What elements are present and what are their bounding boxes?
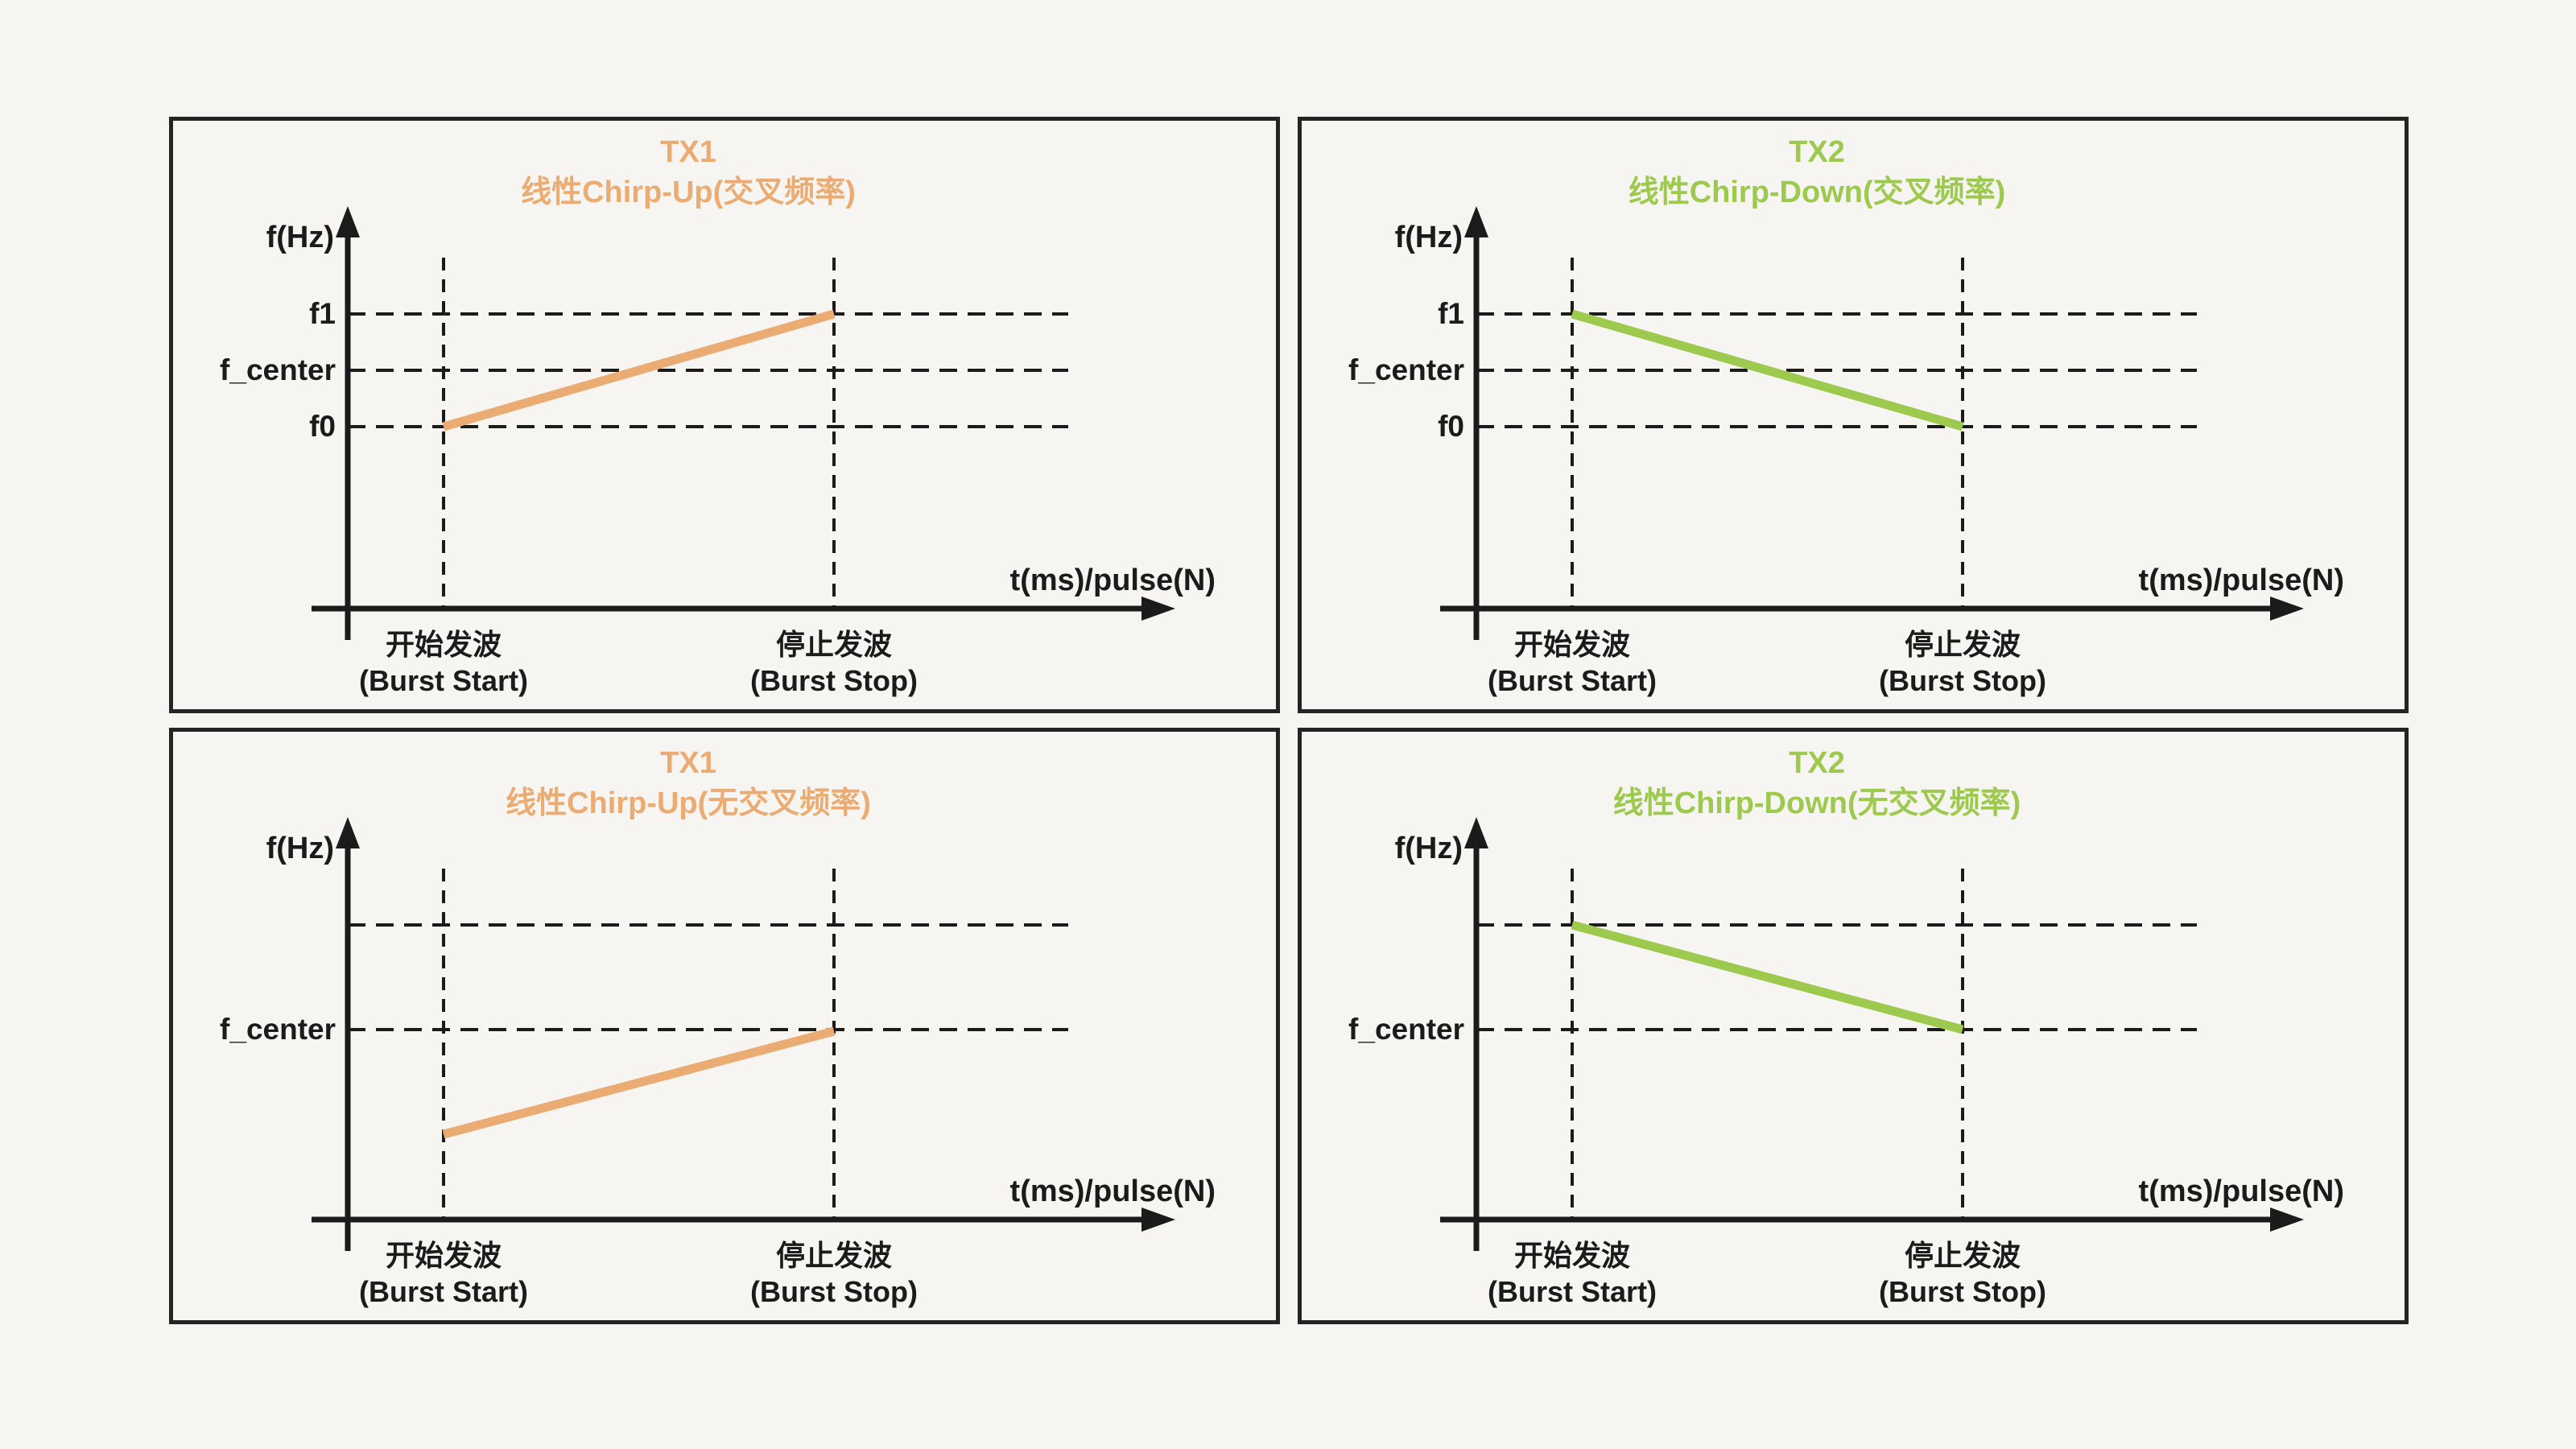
panel-subtitle: 线性Chirp-Up(交叉频率): [521, 175, 856, 209]
x-tick-burst-stop-zh: 停止发波: [775, 1239, 892, 1272]
y-axis-label: f(Hz): [1394, 832, 1463, 865]
x-axis-arrowhead-icon: [1141, 597, 1175, 621]
y-tick-f0: f0: [1438, 410, 1464, 443]
y-tick-f1: f1: [309, 297, 336, 330]
plot-tx2-noncrossed: [1440, 817, 2304, 1251]
panel-title: TX1: [660, 135, 716, 169]
y-axis-label: f(Hz): [266, 832, 334, 865]
x-tick-burst-stop: 停止发波 (Burst Stop): [1785, 626, 2140, 699]
y-tick-f1: f1: [1438, 297, 1464, 330]
x-axis-arrowhead-icon: [2270, 1208, 2304, 1232]
plot-tx1-crossed: [312, 206, 1175, 640]
x-tick-burst-start-zh: 开始发波: [1513, 1239, 1630, 1272]
panel-title-block: TX1 线性Chirp-Up(交叉频率): [286, 132, 1091, 213]
panel-title-block: TX1 线性Chirp-Up(无交叉频率): [286, 743, 1091, 824]
y-axis-arrowhead-icon: [336, 206, 360, 237]
panel-tx1-crossed: TX1 线性Chirp-Up(交叉频率) f(Hz) f1 f_center f…: [169, 117, 1280, 713]
x-tick-burst-stop-zh: 停止发波: [1904, 1239, 2021, 1272]
y-axis-arrowhead-icon: [336, 817, 360, 848]
x-tick-burst-stop-zh: 停止发波: [775, 628, 892, 661]
x-tick-burst-start: 开始发波 (Burst Start): [266, 1237, 621, 1310]
x-tick-burst-stop-en: (Burst Stop): [750, 664, 918, 697]
x-tick-burst-stop: 停止发波 (Burst Stop): [657, 1237, 1011, 1310]
y-tick-f-center: f_center: [1348, 1013, 1464, 1046]
chirp-line: [1571, 309, 1964, 431]
x-tick-burst-stop-zh: 停止发波: [1904, 628, 2021, 661]
x-tick-burst-stop-en: (Burst Stop): [750, 1275, 918, 1308]
chirp-line: [1571, 920, 1964, 1034]
x-tick-burst-start-en: (Burst Start): [358, 1275, 528, 1308]
panel-tx1-noncrossed: TX1 线性Chirp-Up(无交叉频率) f(Hz) f_center 开始发…: [169, 728, 1280, 1324]
plot-tx1-noncrossed: [312, 817, 1175, 1251]
chirp-line: [442, 1026, 836, 1139]
panel-tx2-crossed: TX2 线性Chirp-Down(交叉频率) f(Hz) f1 f_center…: [1298, 117, 2409, 713]
x-tick-burst-start-zh: 开始发波: [1513, 628, 1630, 661]
panel-title: TX1: [660, 746, 716, 780]
x-axis-label: t(ms)/pulse(N): [1009, 1174, 1216, 1208]
x-tick-burst-start: 开始发波 (Burst Start): [266, 626, 621, 699]
x-axis-label: t(ms)/pulse(N): [1009, 564, 1216, 597]
y-axis-label: f(Hz): [1394, 221, 1463, 254]
y-tick-f-center: f_center: [220, 353, 336, 386]
chirp-line: [442, 309, 836, 431]
panel-subtitle: 线性Chirp-Down(无交叉频率): [1612, 786, 2021, 820]
x-axis-label: t(ms)/pulse(N): [2138, 564, 2344, 597]
x-tick-burst-stop-en: (Burst Stop): [1879, 664, 2046, 697]
x-tick-burst-start: 开始发波 (Burst Start): [1395, 1237, 1749, 1310]
y-tick-f0: f0: [309, 410, 336, 443]
x-tick-burst-start-zh: 开始发波: [385, 628, 502, 661]
plot-tx2-crossed: [1440, 206, 2304, 640]
panel-subtitle: 线性Chirp-Down(交叉频率): [1628, 175, 2006, 209]
y-tick-f-center: f_center: [220, 1013, 336, 1046]
x-tick-burst-start-en: (Burst Start): [1487, 664, 1657, 697]
panel-title-block: TX2 线性Chirp-Down(无交叉频率): [1414, 743, 2219, 824]
x-tick-burst-start-en: (Burst Start): [358, 664, 528, 697]
y-tick-f-center: f_center: [1348, 353, 1464, 386]
x-axis-label: t(ms)/pulse(N): [2138, 1174, 2344, 1208]
y-axis-arrowhead-icon: [1464, 817, 1488, 848]
x-axis-arrowhead-icon: [1141, 1208, 1175, 1232]
panel-title: TX2: [1789, 135, 1845, 169]
x-tick-burst-start-en: (Burst Start): [1487, 1275, 1657, 1308]
x-axis-arrowhead-icon: [2270, 597, 2304, 621]
y-axis-label: f(Hz): [266, 221, 334, 254]
panel-tx2-noncrossed: TX2 线性Chirp-Down(无交叉频率) f(Hz) f_center 开…: [1298, 728, 2409, 1324]
x-tick-burst-stop-en: (Burst Stop): [1879, 1275, 2046, 1308]
panel-title: TX2: [1789, 746, 1845, 780]
y-axis-arrowhead-icon: [1464, 206, 1488, 237]
x-tick-burst-stop: 停止发波 (Burst Stop): [657, 626, 1011, 699]
x-tick-burst-start: 开始发波 (Burst Start): [1395, 626, 1749, 699]
x-tick-burst-start-zh: 开始发波: [385, 1239, 502, 1272]
panel-title-block: TX2 线性Chirp-Down(交叉频率): [1414, 132, 2219, 213]
x-tick-burst-stop: 停止发波 (Burst Stop): [1785, 1237, 2140, 1310]
panel-subtitle: 线性Chirp-Up(无交叉频率): [506, 786, 871, 820]
